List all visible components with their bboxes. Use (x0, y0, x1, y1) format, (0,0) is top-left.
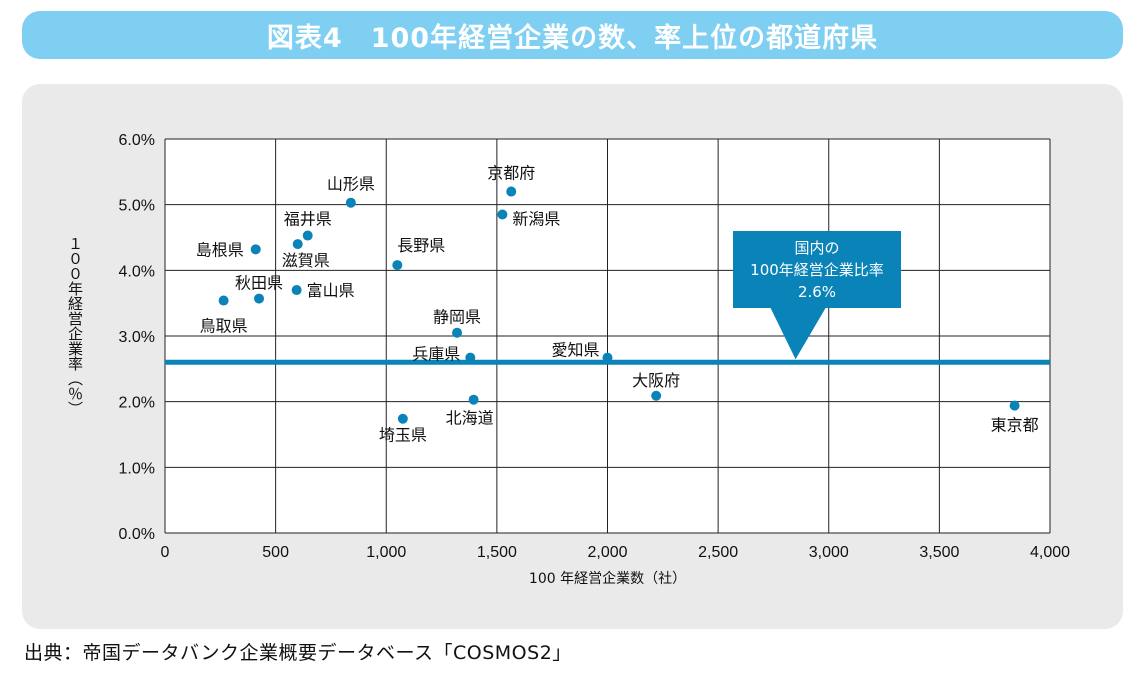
annotation-text: 100年経営企業比率 (750, 261, 884, 279)
title-bar: 図表4 100年経営企業の数、率上位の都道府県 (22, 11, 1123, 59)
point-label: 北海道 (446, 409, 494, 428)
annotation-text: 国内の (794, 239, 839, 257)
data-point (392, 260, 403, 271)
data-point (254, 293, 265, 304)
y-tick-label: 3.0% (119, 329, 155, 346)
point-label: 滋賀県 (282, 251, 330, 270)
point-label: 東京都 (991, 416, 1039, 435)
point-label: 山形県 (327, 175, 375, 194)
data-point (497, 209, 508, 220)
annotation-text: 2.6% (798, 283, 836, 301)
chart-title: 図表4 100年経営企業の数、率上位の都道府県 (266, 22, 879, 54)
y-tick-label: 5.0% (119, 198, 155, 215)
point-label: 富山県 (307, 281, 355, 300)
point-label: 鳥取県 (200, 317, 248, 336)
x-tick-label: 3,500 (919, 544, 959, 561)
y-tick-label: 4.0% (119, 263, 155, 280)
data-point (452, 327, 463, 338)
y-tick-label: 0.0% (119, 526, 155, 543)
x-tick-label: 0 (161, 544, 170, 561)
x-tick-label: 1,500 (477, 544, 517, 561)
data-point (345, 197, 356, 208)
data-point (1009, 400, 1020, 411)
y-tick-label: 2.0% (119, 395, 155, 412)
y-axis-title: １００年経営企業率（％） (66, 236, 84, 416)
x-tick-label: 2,000 (587, 544, 627, 561)
source-note: 出典：帝国データバンク企業概要データベース「COSMOS2」 (24, 642, 572, 664)
point-label: 長野県 (397, 236, 445, 255)
data-point (292, 239, 303, 250)
x-tick-label: 500 (262, 544, 289, 561)
data-point (506, 186, 517, 197)
point-label: 大阪府 (632, 371, 680, 390)
data-point (302, 230, 313, 241)
point-label: 島根県 (196, 240, 244, 259)
point-label: 兵庫県 (412, 345, 460, 364)
point-label: 秋田県 (235, 274, 283, 293)
data-point (651, 390, 662, 401)
data-point (218, 295, 229, 306)
x-tick-label: 2,500 (698, 544, 738, 561)
x-tick-label: 1,000 (366, 544, 406, 561)
point-label: 愛知県 (551, 341, 599, 360)
point-label: 静岡県 (433, 308, 481, 327)
data-point (602, 352, 613, 363)
annotation-callout (733, 231, 901, 360)
data-point (291, 285, 302, 296)
point-label: 新潟県 (512, 210, 560, 229)
data-point (468, 394, 479, 405)
data-point (465, 352, 476, 363)
y-tick-label: 1.0% (119, 460, 155, 477)
y-tick-label: 6.0% (119, 132, 155, 149)
point-label: 京都府 (487, 164, 535, 183)
point-label: 福井県 (284, 210, 332, 229)
x-tick-label: 4,000 (1030, 544, 1070, 561)
x-tick-label: 3,000 (809, 544, 849, 561)
data-point (250, 244, 261, 255)
x-axis-title: 100 年経営企業数（社） (529, 570, 686, 587)
data-point (397, 413, 408, 424)
point-label: 埼玉県 (379, 426, 427, 445)
